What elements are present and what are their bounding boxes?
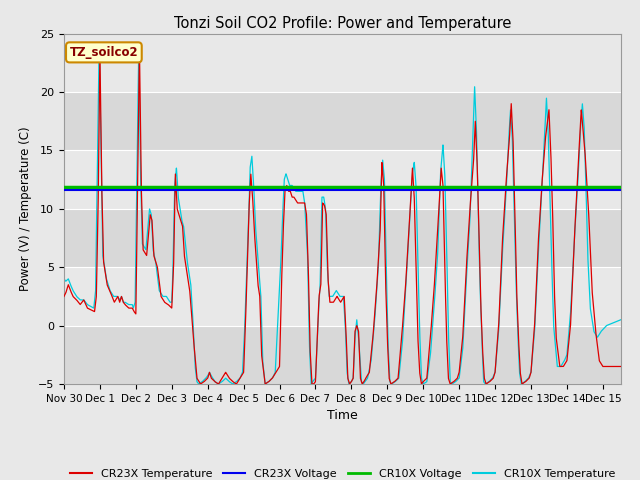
Title: Tonzi Soil CO2 Profile: Power and Temperature: Tonzi Soil CO2 Profile: Power and Temper…: [173, 16, 511, 31]
Bar: [64, 34, 621, 92]
Bar: [64, 325, 621, 384]
Legend: CR23X Temperature, CR23X Voltage, CR10X Voltage, CR10X Temperature: CR23X Temperature, CR23X Voltage, CR10X …: [65, 465, 620, 480]
Y-axis label: Power (V) / Temperature (C): Power (V) / Temperature (C): [19, 127, 33, 291]
Text: TZ_soilco2: TZ_soilco2: [70, 46, 138, 59]
Bar: [64, 209, 621, 267]
Bar: [64, 267, 621, 325]
Bar: [64, 92, 621, 150]
X-axis label: Time: Time: [327, 409, 358, 422]
Bar: [64, 150, 621, 209]
